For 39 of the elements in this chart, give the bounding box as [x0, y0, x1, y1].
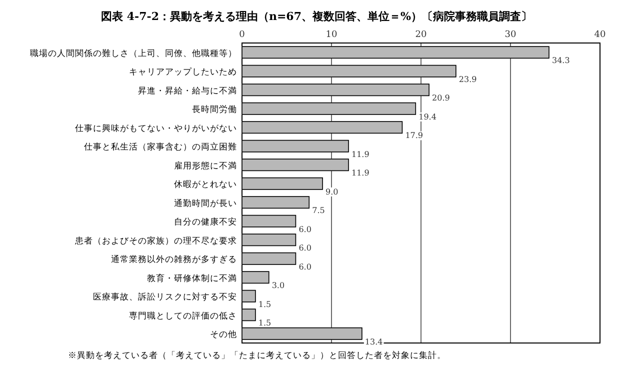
y-tick-label: 医療事故、訴訟リスクに対する不安 — [93, 292, 237, 303]
y-tick-label: 職場の人間関係の難しさ（上司、同僚、他職種等） — [30, 48, 237, 59]
data-label: 19.4 — [418, 112, 436, 122]
x-tick-label: 30 — [504, 30, 516, 40]
y-tick-label: 専門職としての評価の低さ — [129, 310, 237, 322]
data-label: 1.5 — [258, 318, 272, 328]
data-label: 23.9 — [458, 74, 477, 84]
data-label: 34.3 — [552, 56, 570, 66]
y-tick-label: キャリアアップしたいため — [129, 66, 237, 78]
y-tick-label: 患者（およびその家族）の理不尽な要求 — [74, 235, 237, 246]
data-label: 6.0 — [298, 244, 312, 253]
x-tick-label: 20 — [415, 30, 427, 40]
x-tick-label: 0 — [239, 30, 246, 40]
data-label: 20.9 — [432, 94, 450, 103]
y-tick-label: 自分の健康不安 — [174, 216, 237, 228]
y-tick-label: その他 — [210, 329, 237, 340]
y-tick-label: 教育・研修体制に不満 — [147, 272, 237, 284]
data-label: 3.0 — [272, 281, 285, 290]
data-label: 7.5 — [312, 206, 325, 216]
x-tick-label: 10 — [326, 30, 338, 40]
y-tick-label: 雇用形態に不満 — [174, 160, 237, 172]
y-tick-label: 通常業務以外の雑務が多すぎる — [111, 254, 237, 266]
y-tick-label: 仕事と私生活（家事含む）の両立困難 — [84, 142, 237, 153]
y-tick-label: 仕事に興味がもてない・やりがいがない — [75, 122, 237, 134]
y-tick-label: 長時間労働 — [192, 104, 237, 116]
data-label: 6.0 — [298, 262, 312, 272]
data-label: 6.0 — [298, 224, 312, 234]
data-label: 17.9 — [405, 131, 424, 140]
data-label: 1.5 — [258, 300, 272, 309]
chart-title: 図表 4-7-2：異動を考える理由（n=67、複数回答、単位＝%）〔病院事務職員調査〕 — [101, 10, 532, 23]
data-label: 11.9 — [352, 168, 370, 178]
text: ※異動を考えている者（「考えている」「たまに考えている」）と回答した者を対象に集計。 — [68, 350, 446, 361]
y-tick-label: 休暇がとれない — [174, 179, 237, 190]
data-label: 9.0 — [326, 187, 338, 196]
x-tick-label: 40 — [594, 30, 606, 40]
y-tick-label: 通勤時間が長い — [174, 198, 237, 209]
data-label: 11.9 — [352, 150, 370, 159]
y-tick-label: 昇進・昇給・給与に不満 — [138, 85, 237, 96]
data-label: 13.4 — [364, 337, 383, 346]
